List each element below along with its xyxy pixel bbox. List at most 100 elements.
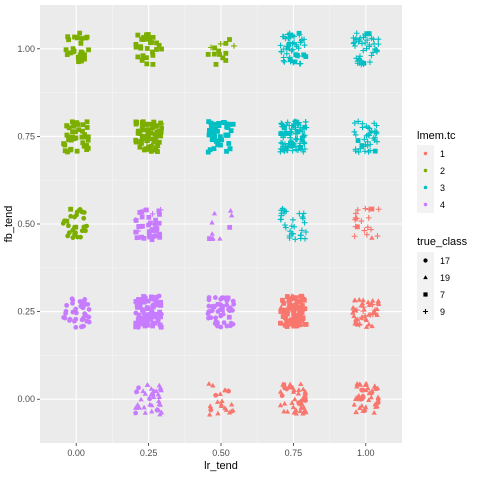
data-point	[152, 314, 157, 319]
data-point	[223, 132, 229, 138]
legend-key-dot	[423, 168, 428, 173]
data-point	[357, 35, 364, 41]
data-point	[148, 121, 154, 127]
data-point	[146, 127, 151, 133]
data-point	[294, 136, 301, 142]
shape-legend: true_class 17 19 7 9	[417, 236, 468, 320]
data-point	[301, 125, 307, 132]
data-point	[226, 141, 232, 146]
data-point	[281, 408, 287, 414]
x-tick-label: 0.25	[140, 448, 158, 458]
data-point	[355, 38, 362, 45]
data-point	[154, 40, 159, 46]
data-point	[363, 316, 369, 321]
data-point	[84, 125, 90, 130]
data-point	[354, 383, 360, 389]
data-point	[283, 50, 290, 57]
data-point	[70, 129, 75, 135]
data-point	[292, 318, 297, 323]
data-point	[366, 397, 372, 403]
data-point	[159, 46, 164, 52]
data-point	[81, 300, 87, 306]
data-point	[288, 223, 295, 229]
data-point	[300, 210, 307, 217]
data-point	[218, 401, 225, 407]
x-tick-label: 0.50	[212, 448, 230, 458]
data-point	[352, 297, 358, 303]
data-point	[157, 231, 162, 237]
data-point	[289, 147, 296, 154]
data-point	[298, 381, 304, 387]
data-point	[139, 209, 145, 215]
data-point	[64, 132, 70, 138]
data-point	[300, 303, 305, 308]
data-point	[64, 123, 70, 129]
shape-legend-label: 17	[440, 256, 450, 266]
data-point	[290, 59, 297, 66]
data-point	[213, 315, 219, 321]
data-point	[376, 301, 382, 307]
data-point	[206, 303, 212, 309]
data-point	[223, 40, 229, 46]
data-point	[293, 320, 299, 326]
data-point	[371, 137, 378, 143]
data-point	[148, 228, 154, 234]
data-point	[359, 120, 366, 127]
data-point	[298, 37, 305, 44]
data-point	[144, 61, 150, 67]
data-point	[368, 35, 375, 42]
data-point	[157, 211, 162, 217]
data-point	[145, 306, 150, 312]
data-point	[68, 206, 74, 212]
data-point	[139, 125, 145, 130]
data-point	[142, 410, 148, 415]
data-point	[297, 232, 304, 239]
data-point	[288, 296, 294, 302]
legend-key-dot	[423, 202, 428, 207]
data-point	[301, 409, 307, 415]
data-point	[148, 234, 155, 241]
data-point	[294, 315, 300, 321]
data-point	[369, 388, 375, 393]
y-tick-label: 0.25	[17, 307, 35, 317]
shape-legend-label: 7	[440, 290, 445, 300]
data-point	[369, 323, 375, 329]
data-point	[156, 129, 161, 134]
data-point	[282, 400, 288, 406]
data-point	[296, 31, 303, 38]
data-point	[148, 40, 153, 46]
data-point	[150, 303, 156, 309]
data-point	[290, 404, 296, 410]
data-point	[359, 143, 365, 148]
data-point	[216, 120, 222, 126]
data-point	[156, 139, 162, 145]
data-point	[153, 388, 159, 394]
data-point	[76, 59, 81, 65]
data-point	[365, 131, 372, 138]
data-point	[157, 402, 164, 407]
data-point	[71, 123, 77, 129]
data-point	[351, 313, 357, 318]
data-point	[285, 34, 292, 41]
data-point	[148, 316, 154, 322]
data-point	[354, 321, 361, 327]
data-point	[294, 313, 300, 319]
data-point	[135, 324, 141, 330]
data-point	[136, 297, 141, 303]
data-point	[82, 132, 87, 137]
data-point	[135, 32, 141, 38]
data-point	[206, 132, 212, 138]
data-point	[356, 297, 362, 302]
data-point	[152, 147, 158, 153]
data-point	[294, 323, 300, 329]
shape-legend-label: 9	[440, 307, 445, 317]
data-point	[209, 236, 216, 241]
data-point	[137, 128, 143, 134]
data-point	[158, 314, 163, 320]
data-point	[206, 119, 212, 124]
data-point	[144, 121, 149, 127]
data-point	[142, 391, 148, 396]
data-point	[144, 36, 150, 42]
data-point	[209, 137, 215, 143]
